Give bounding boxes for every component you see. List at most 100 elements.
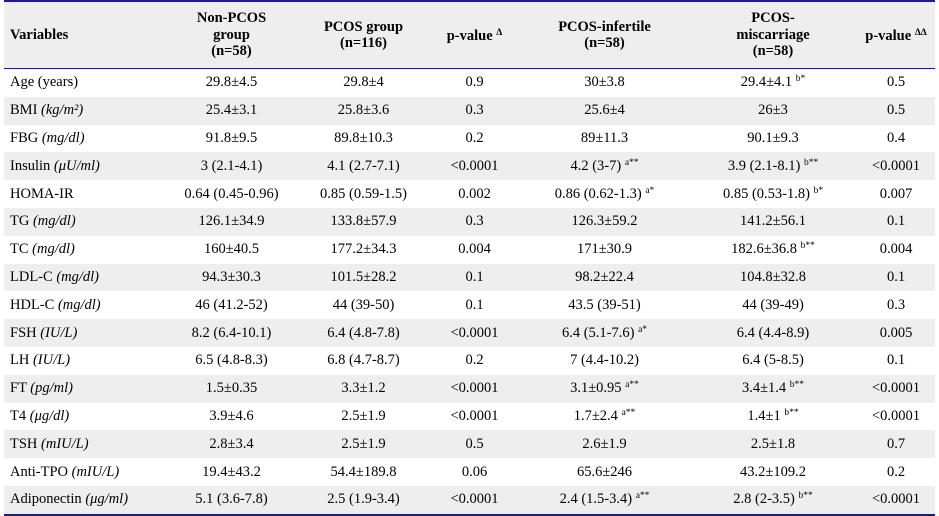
header-miscarriage-line2: miscarriage xyxy=(736,26,810,43)
cell-pcos-infertile-value: 2.4 (1.5-3.4) xyxy=(559,491,633,508)
cell-non-pcos: 2.8±3.4 xyxy=(165,430,298,459)
cell-pcos-miscarriage: 141.2±56.1 xyxy=(689,207,857,236)
variable-name: Insulin xyxy=(10,157,51,174)
cell-pvalue-2: 0.5 xyxy=(857,96,935,125)
cell-pcos-miscarriage-value: 3.9 (2.1-8.1) xyxy=(727,157,801,174)
cell-pvalue-2: <0.0001 xyxy=(857,403,935,431)
variable-name: Age xyxy=(10,74,35,91)
header-variables: Variables xyxy=(4,1,165,69)
variable-name: FBG xyxy=(10,129,39,146)
cell-pvalue-1-value: 0.2 xyxy=(465,352,484,369)
header-pvalue-1-sup: Δ xyxy=(496,28,503,39)
cell-variable: LDL-C (mg/dl) xyxy=(4,263,165,292)
table-row: LDL-C (mg/dl) 94.3±30.3 101.5±28.2 0.1 98.2±… xyxy=(4,263,935,292)
cell-variable: FSH (IU/L) xyxy=(4,319,165,347)
cell-pcos-value: 3.3±1.2 xyxy=(341,380,386,397)
cell-non-pcos: 29.8±4.5 xyxy=(165,69,298,97)
table-row: LH (IU/L) 6.5 (4.8-8.3) 6.8 (4.7-8.7) 0.2 7 … xyxy=(4,347,935,375)
variable-name: FT xyxy=(10,380,27,397)
cell-pcos-miscarriage: 29.4±4.1 b* xyxy=(689,69,857,97)
cell-pvalue-2-value: 0.5 xyxy=(886,102,906,119)
cell-pcos: 29.8±4 xyxy=(298,69,429,97)
variable-unit: (μg/ml) xyxy=(85,491,129,508)
cell-pcos-infertile: 126.3±59.2 xyxy=(520,207,689,236)
cell-non-pcos-value: 126.1±34.9 xyxy=(198,213,265,230)
header-pcos-miscarriage: PCOS- miscarriage (n=58) xyxy=(689,1,857,69)
cell-pvalue-2: <0.0001 xyxy=(857,152,935,181)
cell-pvalue-1: 0.06 xyxy=(429,458,520,486)
cell-variable: TG (mg/dl) xyxy=(4,207,165,236)
cell-pvalue-1: <0.0001 xyxy=(429,319,520,347)
header-variables-label: Variables xyxy=(10,26,69,43)
cell-pcos-miscarriage: 26±3 xyxy=(689,96,857,125)
cell-pcos: 89.8±10.3 xyxy=(298,125,429,153)
cell-pcos-miscarriage: 2.5±1.8 xyxy=(689,430,857,459)
cell-pcos-infertile-value: 171±30.9 xyxy=(576,241,633,258)
variable-unit: (mg/dl) xyxy=(32,213,76,230)
cell-pvalue-2: 0.004 xyxy=(857,236,935,264)
cell-pvalue-2: 0.1 xyxy=(857,207,935,236)
cell-pcos-miscarriage-value: 104.8±32.8 xyxy=(740,268,806,285)
table-row: FSH (IU/L) 8.2 (6.4-10.1) 6.4 (4.8-7.8) <0.… xyxy=(4,319,935,347)
header-row: Variables Non-PCOS group (n=58) PCOS gro… xyxy=(4,1,935,69)
cell-pcos-infertile: 6.4 (5.1-7.6) a* xyxy=(520,319,689,347)
cell-pcos-miscarriage-significance-marker: b** xyxy=(784,407,799,418)
variable-name: FSH xyxy=(10,324,37,341)
cell-variable: Anti-TPO (mIU/L) xyxy=(4,458,165,486)
cell-pvalue-2-value: 0.005 xyxy=(879,324,913,341)
table-row: Age (years) 29.8±4.5 29.8±4 0.9 30±3.8 29.4±4… xyxy=(4,69,935,97)
cell-pcos-miscarriage: 3.4±1.4 b** xyxy=(689,374,857,403)
cell-pcos-miscarriage-value: 6.4 (5-8.5) xyxy=(742,352,804,369)
variable-name: HOMA-IR xyxy=(10,185,74,202)
cell-pcos-infertile-value: 1.7±2.4 xyxy=(573,407,618,424)
header-pvalue-1: p-value Δ xyxy=(429,1,520,69)
cell-pcos-value: 2.5±1.9 xyxy=(341,407,386,424)
cell-pcos: 44 (39-50) xyxy=(298,291,429,319)
cell-pcos-value: 54.4±189.8 xyxy=(330,463,397,480)
cell-pvalue-2: 0.4 xyxy=(857,125,935,153)
table-row: BMI (kg/m²) 25.4±3.1 25.8±3.6 0.3 25.6±4 26±3… xyxy=(4,96,935,125)
variable-unit: (mIU/L) xyxy=(71,463,120,480)
cell-pcos-miscarriage: 104.8±32.8 xyxy=(689,263,857,292)
pcos-comparison-table: Variables Non-PCOS group (n=58) PCOS gro… xyxy=(4,0,935,516)
cell-pvalue-2-value: 0.2 xyxy=(886,463,906,480)
cell-pcos-miscarriage-value: 2.5±1.8 xyxy=(750,435,796,452)
cell-pcos-infertile-value: 4.2 (3-7) xyxy=(570,157,622,174)
cell-pcos-infertile: 98.2±22.4 xyxy=(520,263,689,292)
cell-pvalue-2: <0.0001 xyxy=(857,374,935,403)
variable-unit: (mg/dl) xyxy=(41,129,85,146)
cell-pcos-infertile-value: 2.6±1.9 xyxy=(582,435,627,452)
cell-non-pcos: 1.5±0.35 xyxy=(165,374,298,403)
cell-pvalue-1: <0.0001 xyxy=(429,152,520,181)
cell-pvalue-2: 0.3 xyxy=(857,291,935,319)
cell-pcos-infertile: 4.2 (3-7) a** xyxy=(520,152,689,181)
cell-pvalue-2-value: 0.007 xyxy=(879,185,913,202)
cell-pcos-value: 29.8±4 xyxy=(343,74,384,91)
cell-pcos-miscarriage-significance-marker: b** xyxy=(803,157,819,168)
cell-pvalue-1-value: 0.002 xyxy=(458,185,491,202)
cell-pvalue-2-value: 0.1 xyxy=(886,352,906,369)
cell-pcos-value: 6.4 (4.8-7.8) xyxy=(327,324,400,341)
cell-pcos-infertile-value: 126.3±59.2 xyxy=(571,213,638,230)
cell-variable: Age (years) xyxy=(4,69,165,97)
cell-non-pcos-value: 29.8±4.5 xyxy=(205,74,258,91)
cell-pcos-miscarriage-value: 2.8 (2-3.5) xyxy=(733,491,795,508)
cell-pcos-miscarriage: 182.6±36.8 b** xyxy=(689,236,857,264)
cell-pcos-miscarriage-value: 44 (39-49) xyxy=(742,296,804,313)
header-pcos-line2: (n=116) xyxy=(340,35,387,51)
variable-unit: (IU/L) xyxy=(32,352,71,369)
cell-pcos-value: 133.8±57.9 xyxy=(330,213,397,230)
cell-pvalue-2-value: 0.004 xyxy=(879,241,913,258)
variable-name: HDL-C xyxy=(10,296,55,313)
data-table-container: Variables Non-PCOS group (n=58) PCOS gro… xyxy=(4,0,935,516)
variable-unit: (years) xyxy=(37,74,79,91)
cell-pcos-miscarriage-value: 29.4±4.1 xyxy=(740,74,793,91)
cell-pvalue-1: <0.0001 xyxy=(429,485,520,515)
header-miscarriage-line3: (n=58) xyxy=(752,43,794,60)
variable-name: BMI xyxy=(10,102,38,119)
cell-pvalue-1: 0.1 xyxy=(429,263,520,292)
cell-pcos-infertile-significance-marker: a** xyxy=(635,491,650,502)
cell-pcos-value: 101.5±28.2 xyxy=(330,268,397,285)
cell-pcos-miscarriage: 43.2±109.2 xyxy=(689,458,857,486)
cell-pcos-infertile-significance-marker: a* xyxy=(645,185,655,196)
